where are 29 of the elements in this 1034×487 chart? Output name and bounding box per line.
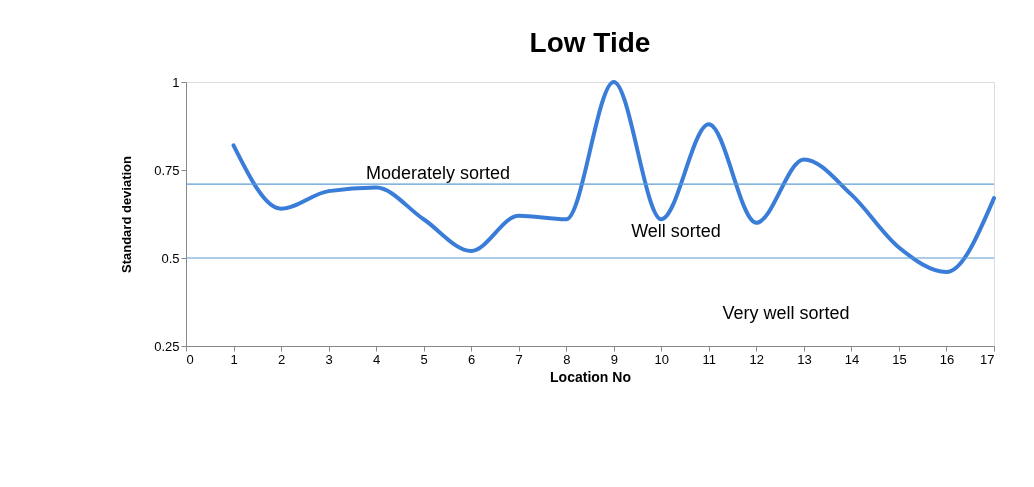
x-tick-label: 8 <box>563 351 571 367</box>
x-tick-label: 11 <box>702 351 717 367</box>
line-series <box>231 80 996 275</box>
x-tick-label: 16 <box>939 351 955 367</box>
x-tick-label: 5 <box>420 351 428 367</box>
x-tick-label: 7 <box>515 351 523 367</box>
x-tick-label: 0 <box>186 351 194 367</box>
y-tick-label: 1 <box>172 74 180 90</box>
chart-title: Low Tide <box>529 27 651 58</box>
annotation: Very well sorted <box>722 303 850 323</box>
y-tick-label: 0.5 <box>161 250 180 266</box>
x-axis-title: Location No <box>550 368 631 385</box>
x-tick-label: 14 <box>844 351 860 367</box>
x-tick-label: 10 <box>654 351 670 367</box>
annotation: Moderately sorted <box>365 163 511 183</box>
x-tick-label: 2 <box>277 351 286 367</box>
x-tick-label: 12 <box>749 351 765 367</box>
x-tick-label: 4 <box>373 351 381 367</box>
x-tick-label: 9 <box>610 351 618 367</box>
x-tick-label: 15 <box>892 351 907 367</box>
annotation: Well sorted <box>631 221 721 241</box>
y-axis-title: Standard deviation <box>119 155 135 274</box>
x-tick-label: 3 <box>325 351 333 367</box>
x-tick-label: 13 <box>797 351 812 367</box>
x-tick-label: 6 <box>468 351 476 367</box>
x-tick-label: 17 <box>980 351 995 367</box>
y-tick-label: 0.75 <box>154 162 180 178</box>
x-tick-label: 1 <box>230 351 238 367</box>
y-tick-label: 0.25 <box>154 338 180 354</box>
